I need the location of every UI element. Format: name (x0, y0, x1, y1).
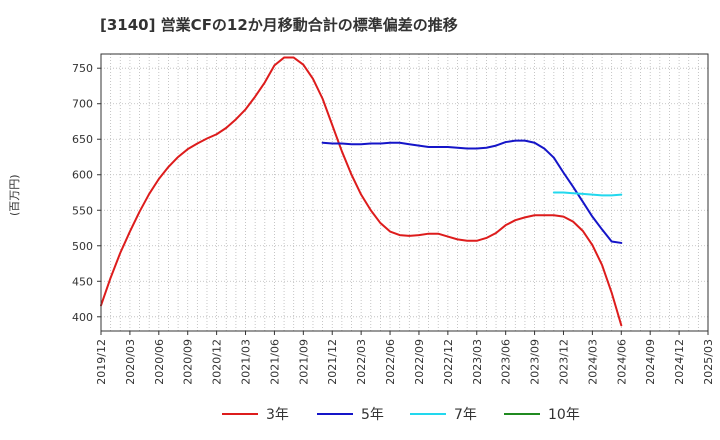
chart-title: [3140] 営業CFの12か月移動合計の標準偏差の推移 (100, 16, 458, 34)
x-tick-label: 2024/09 (644, 339, 657, 385)
y-tick-label: 600 (72, 169, 93, 182)
x-tick-label: 2021/12 (326, 339, 339, 385)
legend-item-1: 5年 (317, 404, 384, 424)
x-tick-label: 2023/09 (529, 339, 542, 385)
x-tick-label: 2025/03 (702, 339, 715, 385)
x-tick-label: 2024/06 (615, 339, 628, 385)
x-tick-label: 2022/12 (442, 339, 455, 385)
x-tick-label: 2020/06 (153, 339, 166, 385)
legend-swatch (504, 413, 540, 415)
legend-label: 3年 (266, 407, 289, 423)
legend-swatch (410, 413, 446, 415)
y-axis-ticks: 400 450 500 550 600 650 700 750 (72, 62, 101, 324)
y-tick-label: 550 (72, 204, 93, 217)
plot-frame (100, 53, 709, 332)
y-tick-label: 500 (72, 240, 93, 253)
y-tick-label: 750 (72, 62, 93, 75)
x-tick-label: 2023/03 (471, 339, 484, 385)
grid (100, 54, 709, 331)
x-tick-label: 2023/12 (557, 339, 570, 385)
x-tick-label: 2021/06 (268, 339, 281, 385)
x-tick-label: 2022/03 (355, 339, 368, 385)
x-tick-label: 2022/09 (413, 339, 426, 385)
series-line-2 (552, 191, 623, 197)
x-tick-label: 2021/03 (240, 339, 253, 385)
x-axis-ticks: 2019/12 2020/03 2020/06 2020/09 2020/12 2021/… (95, 331, 715, 385)
legend-label: 5年 (361, 407, 384, 423)
x-tick-label: 2021/09 (297, 339, 310, 385)
x-tick-label: 2020/03 (124, 339, 137, 385)
y-tick-label: 400 (72, 311, 93, 324)
x-tick-label: 2019/12 (95, 339, 108, 385)
legend-item-0: 3年 (222, 404, 289, 424)
x-tick-label: 2023/06 (500, 339, 513, 385)
legend-label: 10年 (548, 407, 580, 423)
y-tick-label: 700 (72, 98, 93, 111)
legend-label: 7年 (454, 407, 477, 423)
legend-item-3: 10年 (504, 404, 580, 424)
x-tick-label: 2020/12 (211, 339, 224, 385)
y-tick-label: 450 (72, 275, 93, 288)
series-line-1 (321, 139, 623, 244)
legend-swatch (222, 413, 258, 415)
series-line-0 (100, 56, 623, 327)
x-tick-label: 2024/03 (586, 339, 599, 385)
x-tick-label: 2020/09 (182, 339, 195, 385)
y-tick-label: 650 (72, 133, 93, 146)
legend: 3年 5年 7年 10年 (0, 404, 720, 428)
series-lines (100, 56, 623, 327)
legend-swatch (317, 413, 353, 415)
x-tick-label: 2022/06 (384, 339, 397, 385)
legend-item-2: 7年 (410, 404, 477, 424)
x-tick-label: 2024/12 (673, 339, 686, 385)
